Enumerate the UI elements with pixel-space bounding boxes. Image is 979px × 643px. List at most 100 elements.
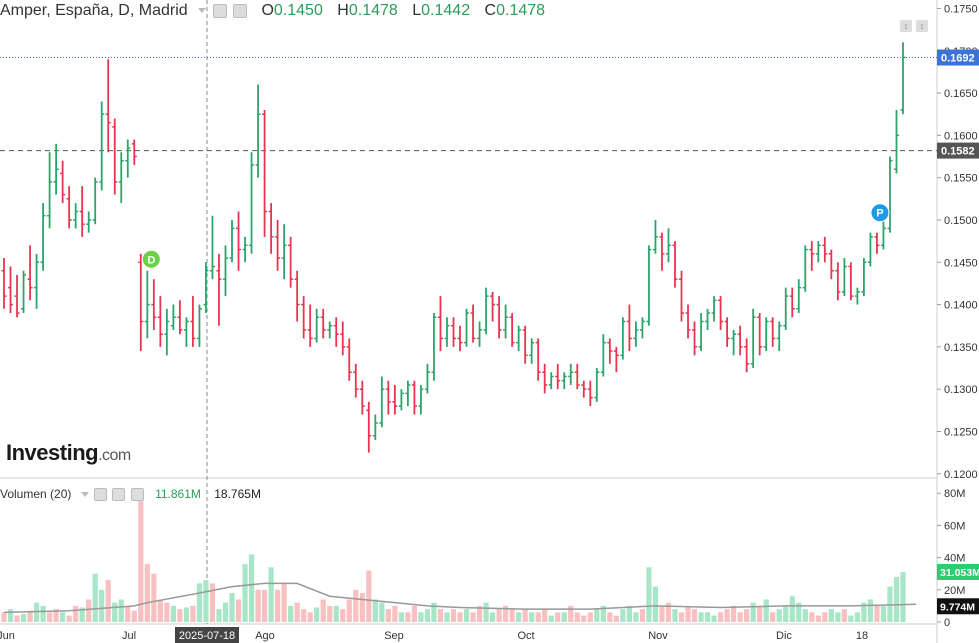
volume-bar [646, 567, 652, 622]
volume-bar [470, 612, 476, 622]
eye-icon[interactable] [212, 3, 227, 18]
volume-bar [405, 612, 411, 622]
ohlc-bar [437, 296, 443, 352]
low-value: 0.1442 [421, 2, 471, 19]
ohlc-bar [679, 270, 685, 322]
volume-bar [770, 612, 776, 622]
volume-bar [196, 583, 203, 622]
ohlc-bar [893, 109, 899, 174]
ohlc-bar [724, 317, 730, 347]
ohlc-bar [411, 380, 417, 415]
ohlc-bar [392, 384, 398, 415]
ohlc-bar [698, 313, 704, 352]
ohlc-bar [14, 274, 20, 318]
volume-bar [242, 564, 248, 622]
pane-down-icon[interactable]: ↕ [916, 20, 928, 32]
volume-bar [418, 612, 424, 622]
volume-bar [340, 609, 346, 622]
volume-bar [424, 609, 431, 622]
ohlc-bar [692, 321, 698, 356]
ohlc-bar [574, 363, 580, 390]
volume-bar [900, 572, 906, 622]
volume-bar [444, 612, 450, 622]
volume-bar [802, 609, 808, 622]
settings-icon[interactable] [112, 488, 126, 502]
ohlc-bar [613, 346, 619, 373]
ohlc-bar [333, 317, 339, 347]
ohlc-bar [490, 291, 496, 322]
ohlc-bar [841, 258, 847, 297]
volume-bar [600, 605, 606, 622]
volume-bar [698, 612, 704, 622]
ohlc-bar [281, 224, 287, 280]
volume-marker-box [937, 564, 979, 581]
ohlc-bar [385, 380, 391, 415]
ohlc-bar [125, 139, 131, 178]
close-icon[interactable] [130, 488, 144, 502]
volume-bars [1, 496, 906, 622]
volume-bar [105, 580, 111, 622]
ohlc-bar [451, 317, 456, 347]
volume-label[interactable]: Volumen (20) [0, 487, 72, 501]
volume-tick-label: 80M [944, 488, 965, 500]
volume-bar [99, 589, 105, 622]
volume-tick-label: 40M [944, 553, 965, 565]
volume-bar [281, 583, 287, 622]
price-tick-label: 0.1300 [944, 384, 978, 396]
volume-bar [776, 609, 782, 622]
volume-bar [60, 612, 66, 622]
ohlc-bar [835, 262, 841, 301]
ohlc-bar [665, 228, 671, 263]
volume-bar [704, 612, 711, 622]
ohlc-bar [294, 270, 300, 322]
price-tick-label: 0.1650 [944, 88, 978, 100]
volume-bar [867, 599, 874, 622]
time-tick-label: Sep [384, 630, 404, 642]
price-tick-label: 0.1600 [944, 130, 978, 142]
chevron-down-icon[interactable] [198, 8, 207, 14]
ohlc-bar [874, 232, 880, 254]
ohlc-bar [99, 101, 105, 191]
ohlc-bar [581, 380, 587, 398]
volume-bar [620, 609, 626, 622]
volume-bar [626, 605, 632, 622]
volume-ma-polyline [3, 582, 917, 614]
volume-bar [463, 609, 470, 622]
pane-up-icon[interactable]: ↕ [900, 20, 912, 32]
ohlc-bar [249, 152, 255, 254]
volume-bar [307, 612, 313, 622]
ohlc-bar [53, 143, 59, 195]
ohlc-bar [398, 389, 404, 411]
price-tick-label: 0.1200 [944, 469, 978, 481]
volume-bar [848, 615, 854, 622]
ohlc-bar [196, 304, 202, 347]
ohlc-bar [27, 245, 33, 301]
ohlc-bar [620, 317, 626, 360]
ohlc-bar [60, 160, 66, 204]
ohlc-bar [40, 203, 46, 271]
ohlc-bar [496, 296, 502, 339]
chevron-down-icon[interactable] [80, 492, 89, 498]
ohlc-bar [275, 219, 281, 271]
time-tick-label: Jul [122, 630, 136, 642]
time-tick-label: Jun [0, 630, 15, 642]
volume-marker-label: 9.774M [940, 601, 975, 613]
volume-bar [457, 612, 463, 622]
settings-icon[interactable] [233, 3, 247, 18]
volume-bar [320, 599, 326, 622]
volume-bar [268, 567, 274, 622]
volume-bar [294, 602, 300, 622]
logo-name: Investing [6, 440, 99, 465]
volume-bar [314, 607, 320, 622]
close-value: 0.1478 [496, 2, 546, 19]
time-tick-label: 18 [856, 630, 868, 642]
volume-bar [33, 602, 40, 622]
eye-icon[interactable] [94, 488, 108, 502]
ohlc-bar [229, 219, 235, 263]
chart-title[interactable]: Amper, España, D, Madrid [0, 2, 188, 19]
ohlc-bar [327, 321, 333, 339]
ohlc-bar [887, 156, 893, 233]
volume-bar [437, 609, 444, 622]
ohlc-bar [151, 279, 157, 330]
